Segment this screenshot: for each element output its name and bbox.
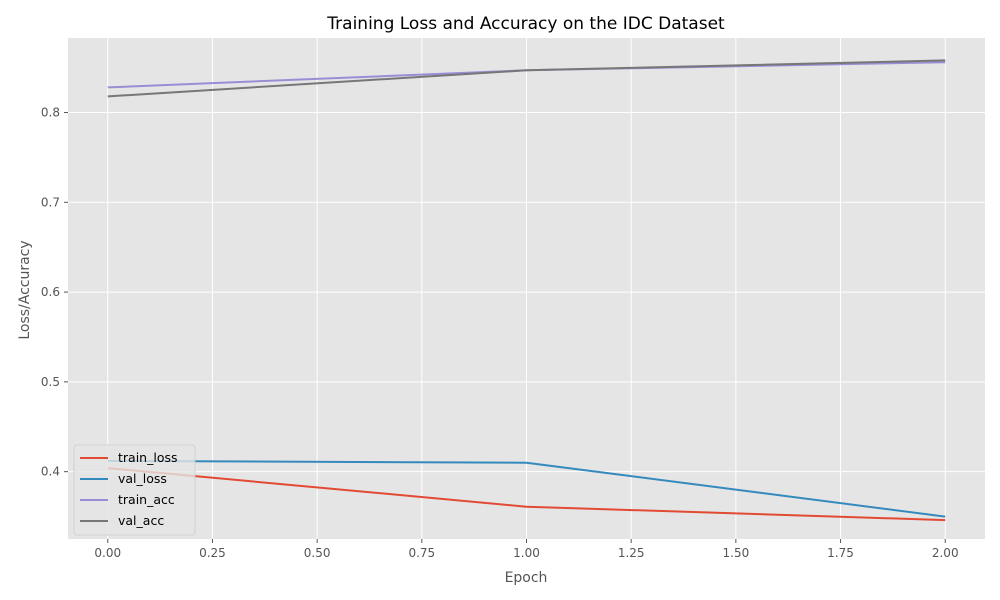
y-tick-label: 0.4 xyxy=(41,465,60,479)
x-tick-label: 0.75 xyxy=(408,546,435,560)
x-tick-label: 1.50 xyxy=(723,546,750,560)
y-tick-label: 0.8 xyxy=(41,106,60,120)
y-axis-label: Loss/Accuracy xyxy=(17,240,33,339)
legend-box xyxy=(73,444,196,536)
y-axis-ticks: 0.4 0.5 0.6 0.7 0.8 xyxy=(41,106,68,479)
y-tick-label: 0.5 xyxy=(41,375,60,389)
legend-label-train-loss: train_loss xyxy=(118,450,178,465)
x-tick-label: 1.00 xyxy=(513,546,540,560)
x-tick-label: 1.75 xyxy=(827,546,854,560)
legend: train_loss val_loss train_acc val_acc xyxy=(73,444,196,536)
x-tick-label: 2.00 xyxy=(932,546,959,560)
x-tick-label: 0.00 xyxy=(94,546,121,560)
legend-label-val-loss: val_loss xyxy=(118,471,167,486)
legend-label-train-acc: train_acc xyxy=(118,492,175,507)
y-tick-label: 0.7 xyxy=(41,195,60,209)
series-line-train-loss xyxy=(107,467,946,522)
x-tick-label: 0.50 xyxy=(304,546,331,560)
x-axis-label: Epoch xyxy=(505,570,548,586)
series-line-val-loss xyxy=(107,459,946,518)
x-axis-ticks: 0.00 0.25 0.50 0.75 1.00 1.25 1.50 1.75 2.00 xyxy=(94,539,959,560)
x-tick-label: 0.25 xyxy=(199,546,226,560)
series-line-val-acc xyxy=(107,59,946,98)
grid xyxy=(68,38,985,539)
y-tick-label: 0.6 xyxy=(41,285,60,299)
legend-label-val-acc: val_acc xyxy=(118,513,164,528)
chart-title: Training Loss and Accuracy on the IDC Da… xyxy=(326,14,725,34)
x-tick-label: 1.25 xyxy=(618,546,645,560)
series-lines xyxy=(107,59,946,522)
